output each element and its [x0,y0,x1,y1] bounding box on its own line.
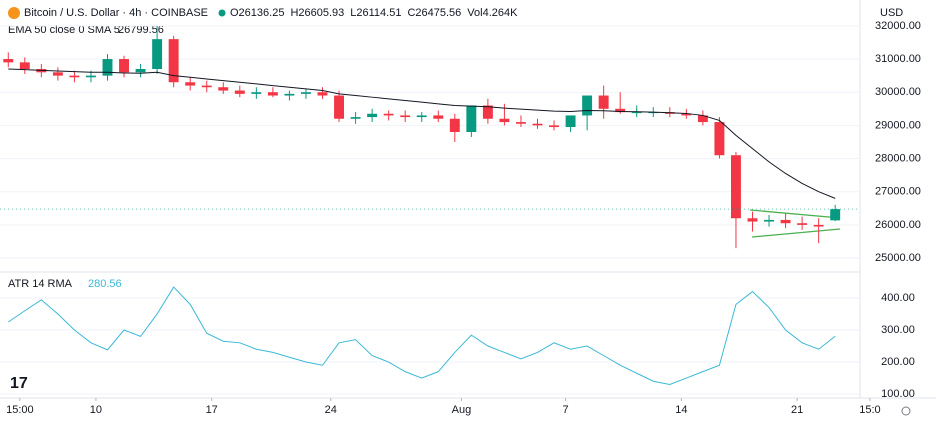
candle-body [482,105,493,119]
candle-body [52,72,63,76]
candle-body [334,95,344,119]
candle-body [532,123,543,126]
market-status [218,9,226,17]
candle-body [681,113,692,116]
trendline [749,209,841,219]
candle-body [449,118,460,133]
ema-legend-value: 26799.56 [118,24,164,36]
y-tick-label: 26000.00 [875,219,921,231]
x-tick-label: 17 [206,404,218,416]
coin-icon [8,7,20,19]
y-tick-label: 32000.00 [875,20,921,32]
y-tick-label: 27000.00 [875,186,921,198]
candle-body [764,219,774,222]
y-tick-label: 400.00 [881,292,915,304]
x-tick-label: 15:00 [6,404,34,416]
indicator-line [7,286,836,385]
y-tick-label: 31000.00 [875,53,921,65]
ema-legend: EMA 50 close 0 SMA 5 [8,24,120,36]
ohlc-value: H26605.93 [290,7,344,19]
candle-body [797,223,808,225]
x-tick-label: 15:0 [859,404,880,416]
candle-body [3,59,14,63]
candle-body [86,75,96,78]
ohlc-values: O26136.25 H26605.93 L26114.51 C26475.56 Vol4… [230,7,518,19]
candle-body [400,115,411,118]
x-tick-label: 7 [563,404,569,416]
logo[interactable]: 17 [10,375,28,392]
ohlc-value: Vol4.264K [467,7,518,19]
x-tick-label: 14 [675,404,687,416]
candle-body [813,224,824,227]
candle-body [251,92,262,94]
candle-body [301,92,311,94]
y-tick-label: 300.00 [881,324,915,336]
x-tick-label: 21 [791,404,803,416]
candle-body [152,39,163,69]
candle-body [830,209,841,221]
y-tick-label: 29000.00 [875,119,921,131]
candle-body [383,113,394,116]
trendline [751,228,841,238]
x-tick-label: 10 [90,404,102,416]
candle-body [284,93,295,96]
y-tick-label: 30000.00 [875,86,921,98]
candle-body [549,125,559,128]
candle-body [367,113,378,118]
atr-legend-value: 280.56 [88,278,122,290]
candle-body [697,115,708,123]
x-tick-label: Aug [452,404,472,416]
candle-body [714,122,725,156]
candle-body [499,118,510,123]
candle-body [19,62,30,69]
candle-body [135,68,146,73]
candle-body [747,218,758,222]
candle-body [69,75,80,78]
indicator-line [8,68,836,199]
y-tick-label: 200.00 [881,356,915,368]
ohlc-value: L26114.51 [350,7,401,19]
ohlc-value: O26136.25 [230,7,284,19]
candle-body [433,115,444,119]
x-tick-label: 24 [325,404,337,416]
candle-body [234,90,245,94]
candle-body [516,122,526,124]
candle-body [168,39,179,83]
symbol-title: Bitcoin / U.S. Dollar · 4h · COINBASE [24,7,208,19]
candle-body [731,155,741,219]
candle-body [598,95,609,109]
currency[interactable]: USD [880,7,903,19]
candle-body [185,82,196,86]
candle-body [119,59,129,73]
candle-body [350,117,361,119]
candle-body [466,105,477,133]
candle-body [218,87,229,91]
ohlc-value: C26475.56 [407,7,461,19]
candle-body [267,92,278,96]
atr-legend: ATR 14 RMA [8,278,73,290]
candle-body [565,115,576,128]
candle-body [416,115,427,118]
candle-body [201,85,212,88]
candle-body [582,95,593,116]
candle-body [615,108,626,113]
y-tick-label: 25000.00 [875,252,921,264]
candle-body [102,59,113,76]
candle-body [317,92,328,96]
candle-body [631,112,642,114]
y-tick-label: 28000.00 [875,152,921,164]
candle-body [780,219,791,224]
y-tick-label: 100.00 [881,388,915,400]
settings-icon[interactable] [901,406,911,416]
